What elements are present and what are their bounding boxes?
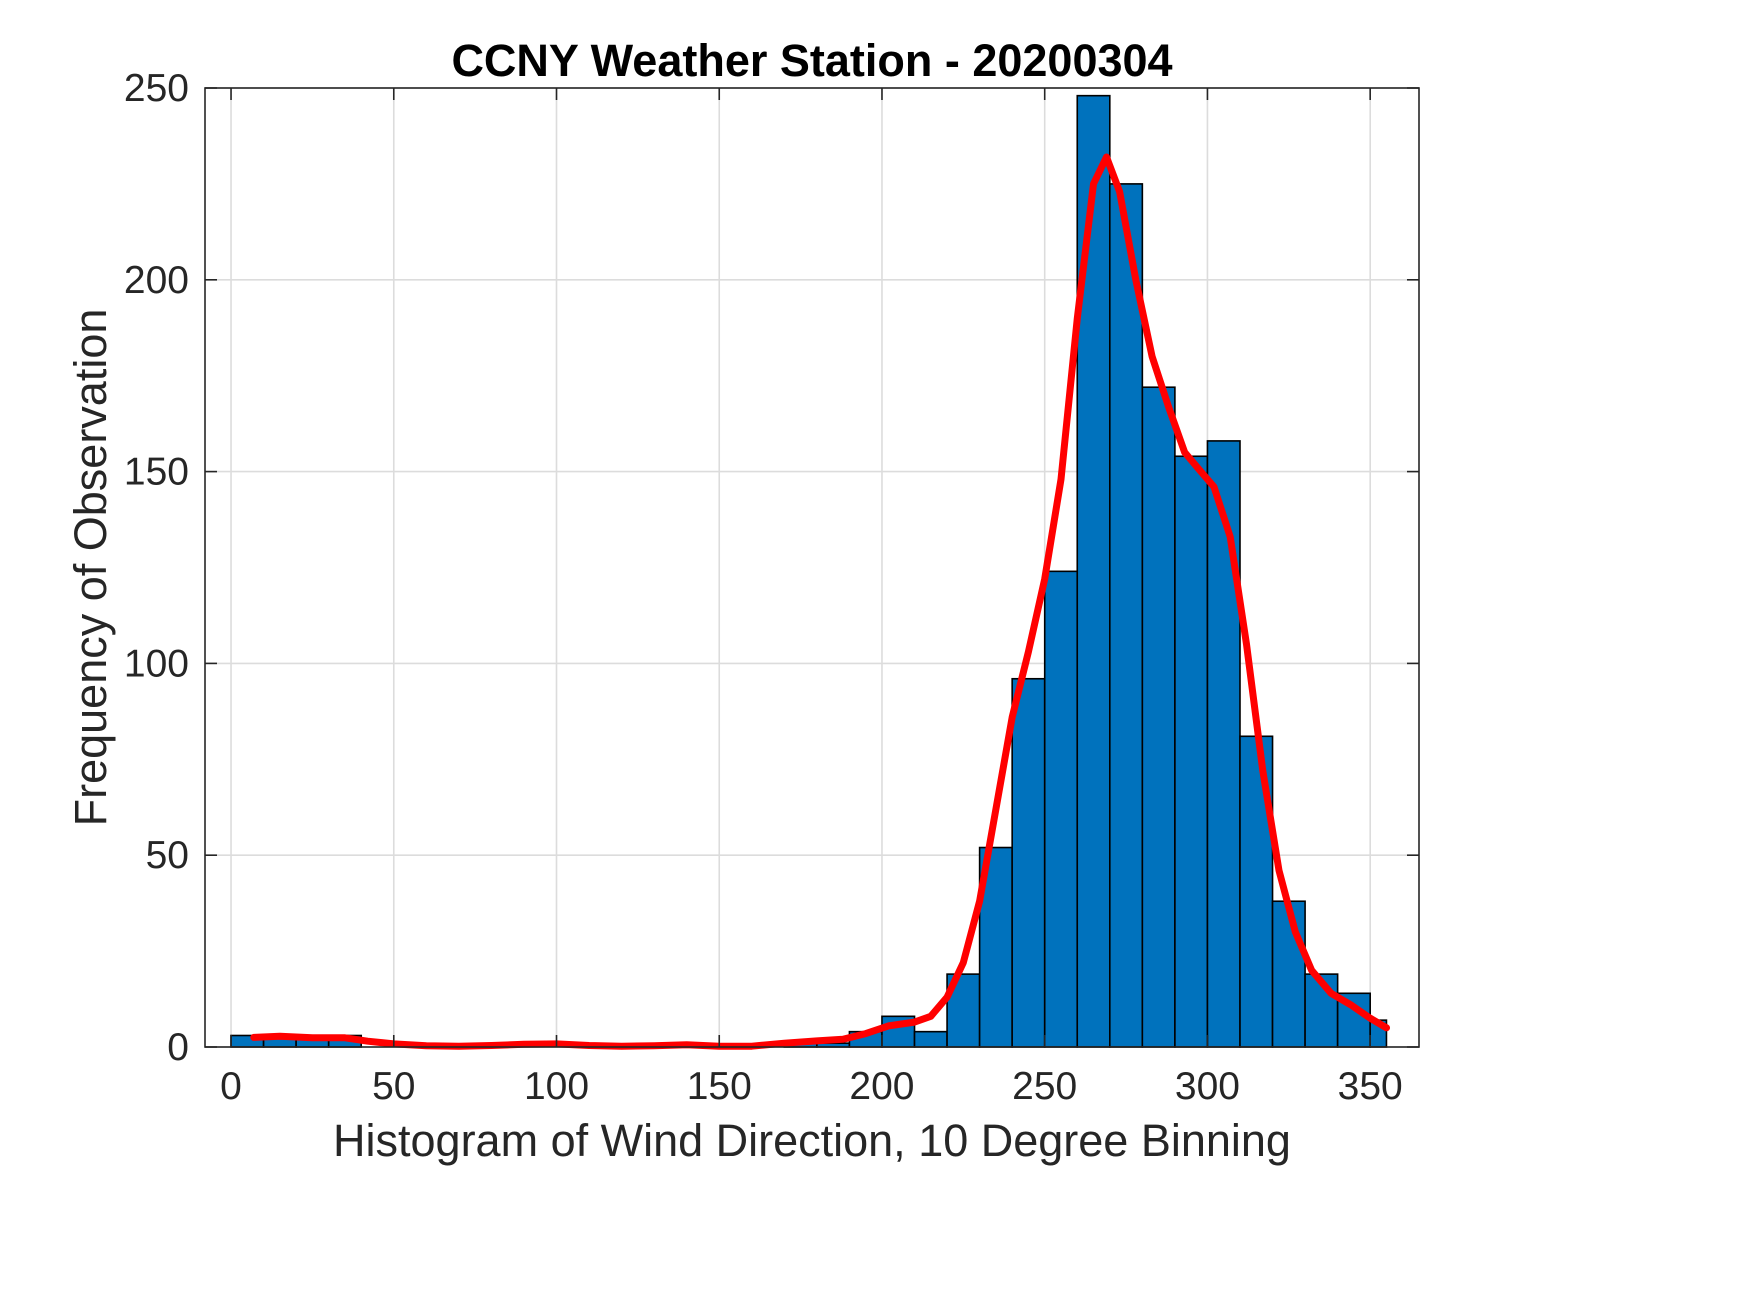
ticks-layer: 0 50 100 150 200 250 300 350 0 50 100 150 200 250: [124, 67, 1419, 1108]
x-tick-label: 250: [1012, 1065, 1077, 1108]
x-tick-label: 350: [1338, 1065, 1403, 1108]
histogram-bar: [1043, 570, 1079, 1048]
histogram-bar: [1174, 455, 1209, 1048]
y-tick-label: 200: [124, 259, 189, 302]
histogram-bar: [1109, 183, 1144, 1048]
x-tick-label: 200: [849, 1065, 914, 1108]
histogram-bar: [1206, 440, 1241, 1048]
fit-line-layer: [250, 153, 1390, 1050]
histogram-bar: [913, 1030, 948, 1048]
y-axis-label: Frequency of Observation: [65, 309, 116, 827]
y-tick-label: 150: [124, 451, 189, 494]
axes-layer: [204, 87, 1420, 1048]
x-tick-label: 300: [1175, 1065, 1240, 1108]
histogram-bar: [1011, 677, 1046, 1048]
y-tick-label: 50: [146, 834, 189, 877]
x-axis-label: Histogram of Wind Direction, 10 Degree B…: [333, 1115, 1291, 1166]
labels-layer: CCNY Weather Station - 20200304 Histogra…: [65, 35, 1291, 1166]
plot-area-border: [204, 87, 1420, 1048]
x-tick-label: 100: [524, 1065, 589, 1108]
x-tick-label: 50: [372, 1065, 415, 1108]
y-tick-label: 0: [167, 1026, 189, 1069]
fit-line: [250, 153, 1390, 1050]
bars-layer: [230, 94, 1388, 1048]
histogram-bar: [1271, 900, 1306, 1048]
chart-title: CCNY Weather Station - 20200304: [451, 35, 1172, 86]
x-tick-label: 0: [220, 1065, 242, 1108]
y-tick-label: 100: [124, 642, 189, 685]
x-tick-label: 150: [687, 1065, 752, 1108]
histogram-bar: [1141, 386, 1176, 1048]
histogram-bar: [978, 846, 1013, 1048]
histogram-bar: [1076, 94, 1111, 1048]
y-tick-label: 250: [124, 67, 189, 110]
